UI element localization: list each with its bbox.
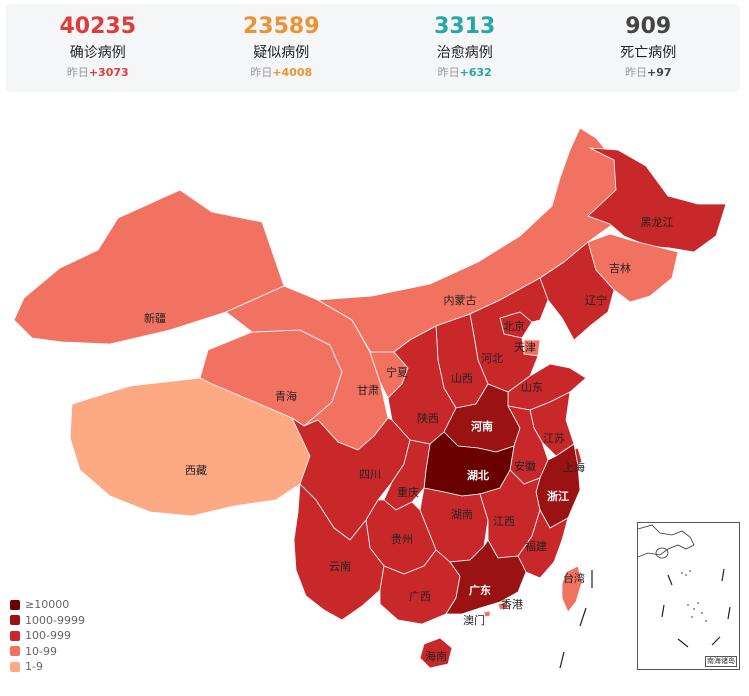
stat-recovered: 3313 治愈病例 昨日+632 [373,4,557,92]
label-甘肃: 甘肃 [357,384,379,397]
label-澳门: 澳门 [463,613,485,627]
province-海南[interactable] [419,637,453,669]
province-云南[interactable] [293,483,385,621]
sea-boundary-dash [579,607,587,627]
legend-swatch [10,661,20,672]
inset-hainan [655,547,669,559]
label-台湾: 台湾 [563,571,585,585]
inset-island [693,608,695,610]
legend-item[interactable]: ≥10000 [10,597,85,613]
inset-map [637,524,731,648]
map-legend: ≥10000 1000-9999 100-999 10-99 1-9 [10,597,85,675]
stats-panel: 40235 确诊病例 昨日+3073 23589 疑似病例 昨日+4008 33… [6,4,740,92]
inset-boundary-dash [677,638,689,648]
label-天津: 天津 [514,341,536,354]
south-china-sea-inset: 南海诸岛 [637,522,740,670]
stat-confirmed-delta: 昨日+3073 [66,66,129,79]
label-新疆: 新疆 [144,311,166,325]
province-广东[interactable] [445,539,527,615]
inset-island [701,612,703,614]
province-澳门[interactable] [483,610,491,618]
stat-confirmed-label: 确诊病例 [69,45,126,61]
label-黑龙江: 黑龙江 [641,216,674,229]
stat-confirmed-value: 40235 [59,14,137,39]
inset-island [681,572,683,574]
inset-boundary-dash [667,574,673,586]
label-山西: 山西 [451,372,473,385]
label-辽宁: 辽宁 [585,293,607,307]
legend-swatch [10,615,20,626]
province-黑龙江[interactable] [587,147,727,253]
legend-item[interactable]: 1-9 [10,659,85,675]
label-重庆: 重庆 [397,485,419,499]
label-云南: 云南 [329,560,351,573]
stat-deaths-label: 死亡病例 [620,45,677,61]
legend-item[interactable]: 1000-9999 [10,613,85,629]
label-湖北: 湖北 [467,468,489,482]
stat-suspected-label: 疑似病例 [253,45,310,61]
inset-island [697,602,699,604]
inset-island [685,574,687,576]
province-新疆[interactable] [13,189,285,345]
label-福建: 福建 [525,539,547,553]
legend-label: 100-999 [25,629,71,643]
label-安徽: 安徽 [514,459,536,473]
legend-swatch [10,630,20,641]
label-内蒙古: 内蒙古 [444,293,477,307]
inset-island [705,620,707,622]
stat-deaths: 909 死亡病例 昨日+97 [557,4,741,92]
inset-island [691,616,693,618]
label-河南: 河南 [471,419,493,433]
stat-suspected-delta: 昨日+4008 [250,66,313,79]
label-陕西: 陕西 [417,411,439,425]
stat-recovered-label: 治愈病例 [436,45,493,61]
label-浙江: 浙江 [547,489,569,503]
province-台湾[interactable] [561,565,583,613]
label-江苏: 江苏 [543,432,565,445]
label-吉林: 吉林 [609,261,631,275]
legend-swatch [10,646,20,657]
label-广西: 广西 [409,590,431,603]
stat-recovered-delta: 昨日+632 [437,66,492,79]
stat-deaths-value: 909 [625,14,672,39]
sea-boundary-dash [559,651,565,669]
label-贵州: 贵州 [391,533,413,546]
label-广东: 广东 [469,583,491,597]
label-四川: 四川 [359,468,381,481]
label-香港: 香港 [501,598,523,611]
stat-suspected-value: 23589 [242,14,320,39]
inset-boundary-dash [711,636,721,646]
legend-label: ≥10000 [25,598,70,612]
label-宁夏: 宁夏 [386,365,408,379]
stat-suspected: 23589 疑似病例 昨日+4008 [190,4,374,92]
label-上海: 上海 [563,460,585,474]
inset-island [687,604,689,606]
legend-item[interactable]: 100-999 [10,628,85,644]
inset-boundary-dash [721,568,725,582]
inset-island [689,570,691,572]
province-香港[interactable] [497,601,509,611]
legend-item[interactable]: 10-99 [10,644,85,660]
inset-boundary-dash [727,606,731,620]
legend-label: 1-9 [25,660,43,674]
label-海南: 海南 [425,649,447,663]
label-江西: 江西 [493,515,515,528]
stat-recovered-value: 3313 [434,14,496,39]
stat-deaths-delta: 昨日+97 [624,66,672,79]
label-北京: 北京 [503,319,525,333]
inset-boundary-dash [661,604,665,618]
label-河北: 河北 [481,352,503,365]
legend-label: 10-99 [25,644,57,658]
inset-coastline [637,524,695,558]
stat-confirmed: 40235 确诊病例 昨日+3073 [6,4,190,92]
label-山东: 山东 [521,381,543,394]
label-西藏: 西藏 [185,464,207,477]
label-青海: 青海 [275,389,297,403]
label-湖南: 湖南 [451,508,473,521]
inset-label: 南海诸岛 [705,656,737,667]
legend-label: 1000-9999 [25,613,85,627]
legend-swatch [10,599,20,610]
